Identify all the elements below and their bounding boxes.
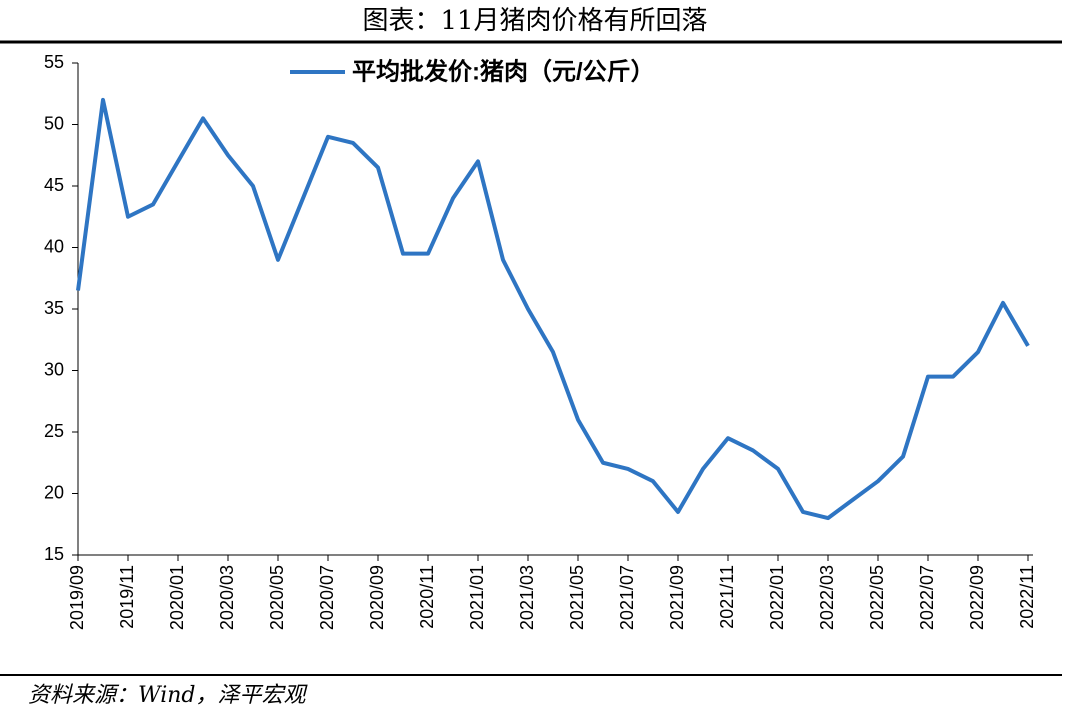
x-tick-label: 2020/01 [167, 565, 187, 630]
y-tick-label: 30 [44, 359, 64, 379]
series-line [76, 97, 1030, 521]
y-tick-label: 25 [44, 421, 64, 441]
x-tick-label: 2020/11 [417, 565, 437, 629]
x-tick-label: 2022/09 [967, 565, 987, 630]
y-tick-label: 35 [44, 298, 64, 318]
x-tick-label: 2020/07 [317, 565, 337, 630]
chart-title: 图表：11月猪肉价格有所回落 [362, 6, 707, 36]
x-tick-label: 2021/03 [517, 565, 537, 630]
x-tick-label: 2022/01 [767, 565, 787, 630]
x-tick-label: 2022/11 [1017, 565, 1037, 629]
y-tick-label: 50 [44, 113, 64, 133]
x-tick-label: 2020/03 [217, 565, 237, 630]
y-tick-label: 15 [44, 544, 64, 564]
x-tick-label: 2020/05 [267, 565, 287, 630]
x-tick-label: 2021/05 [567, 565, 587, 630]
x-tick-label: 2019/09 [67, 565, 87, 630]
x-tick-label: 2021/09 [667, 565, 687, 630]
x-tick-label: 2022/05 [867, 565, 887, 630]
x-tick-label: 2022/03 [817, 565, 837, 630]
x-tick-label: 2021/07 [617, 565, 637, 630]
x-tick-label: 2021/01 [467, 565, 487, 630]
x-tick-label: 2020/09 [367, 565, 387, 630]
legend-label: 平均批发价:猪肉（元/公斤） [352, 57, 655, 85]
source: 资料来源：Wind，泽平宏观 [28, 683, 309, 708]
x-tick-label: 2019/11 [117, 565, 137, 629]
y-tick-label: 40 [44, 236, 64, 256]
y-tick-label: 55 [44, 52, 64, 72]
x-tick-label: 2021/11 [717, 565, 737, 629]
y-tick-label: 45 [44, 175, 64, 195]
y-tick-label: 20 [44, 482, 64, 502]
x-tick-label: 2022/07 [917, 565, 937, 630]
